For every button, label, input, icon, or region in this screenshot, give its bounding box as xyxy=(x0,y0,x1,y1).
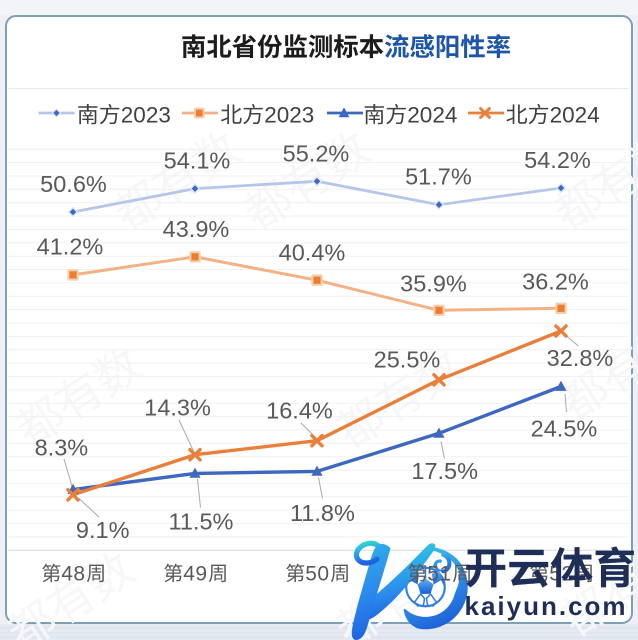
svg-text:55.2%: 55.2% xyxy=(283,140,350,166)
svg-text:16.4%: 16.4% xyxy=(266,398,333,424)
svg-text:50: 50 xyxy=(305,563,329,586)
svg-text:36.2%: 36.2% xyxy=(522,268,589,294)
svg-text:50.6%: 50.6% xyxy=(40,171,107,197)
svg-text:9.1%: 9.1% xyxy=(76,517,130,543)
svg-text:2024: 2024 xyxy=(407,103,457,128)
svg-text:54.1%: 54.1% xyxy=(164,147,231,173)
svg-text:41.2%: 41.2% xyxy=(37,233,104,259)
svg-text:51: 51 xyxy=(427,563,451,586)
svg-text:43.9%: 43.9% xyxy=(163,216,230,242)
svg-text:17.5%: 17.5% xyxy=(411,458,478,484)
svg-text:54.2%: 54.2% xyxy=(524,147,591,173)
svg-text:11.8%: 11.8% xyxy=(290,500,355,526)
svg-text:49: 49 xyxy=(183,563,207,586)
svg-text:25.5%: 25.5% xyxy=(374,346,441,372)
svg-text:14.3%: 14.3% xyxy=(144,395,211,421)
svg-text:32.8%: 32.8% xyxy=(547,345,614,371)
svg-text:52: 52 xyxy=(549,563,573,586)
svg-text:40.4%: 40.4% xyxy=(279,240,346,266)
svg-text:35.9%: 35.9% xyxy=(400,270,467,296)
svg-text:2023: 2023 xyxy=(264,103,314,128)
svg-text:11.5%: 11.5% xyxy=(169,508,234,534)
svg-text:2023: 2023 xyxy=(121,103,171,128)
svg-text:51.7%: 51.7% xyxy=(405,164,472,190)
svg-text:kaiyun.com: kaiyun.com xyxy=(465,591,628,621)
svg-text:2024: 2024 xyxy=(550,103,600,128)
svg-text:48: 48 xyxy=(61,563,85,586)
svg-text:24.5%: 24.5% xyxy=(531,416,598,442)
svg-text:8.3%: 8.3% xyxy=(35,434,89,460)
